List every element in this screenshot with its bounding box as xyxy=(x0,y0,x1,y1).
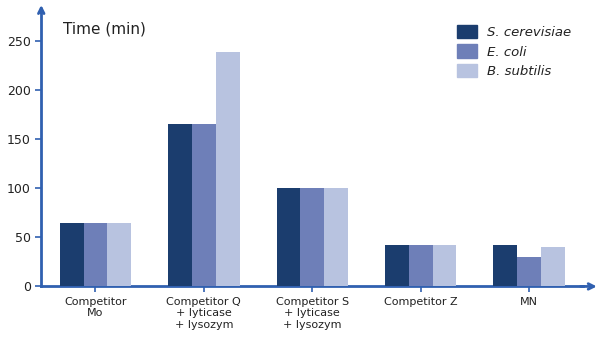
Bar xyxy=(301,188,324,286)
Bar xyxy=(107,222,131,286)
Bar xyxy=(277,188,301,286)
Bar xyxy=(168,124,192,286)
Bar xyxy=(59,222,83,286)
Bar xyxy=(83,222,107,286)
Bar xyxy=(541,247,565,286)
Bar xyxy=(324,188,348,286)
Legend: S. cerevisiae, E. coli, B. subtilis: S. cerevisiae, E. coli, B. subtilis xyxy=(452,20,577,84)
Bar xyxy=(433,245,457,286)
Bar xyxy=(216,53,239,286)
Bar xyxy=(409,245,433,286)
Bar xyxy=(493,245,517,286)
Bar xyxy=(517,257,541,286)
Bar xyxy=(385,245,409,286)
Text: Time (min): Time (min) xyxy=(63,21,146,36)
Bar xyxy=(192,124,216,286)
